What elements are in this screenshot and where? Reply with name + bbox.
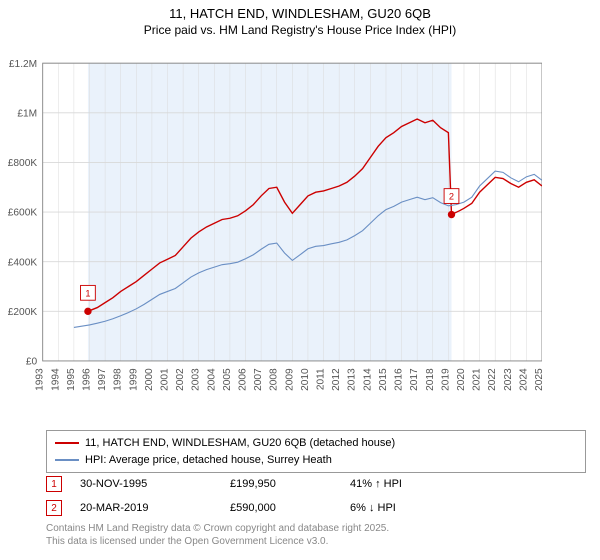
svg-text:1999: 1999: [128, 368, 139, 391]
svg-text:2009: 2009: [284, 368, 295, 391]
svg-text:1996: 1996: [81, 368, 92, 391]
svg-text:2023: 2023: [503, 368, 514, 391]
svg-text:2019: 2019: [440, 368, 451, 391]
svg-text:1995: 1995: [66, 368, 77, 391]
svg-text:1993: 1993: [35, 368, 46, 391]
svg-text:£200K: £200K: [8, 307, 38, 318]
svg-text:2011: 2011: [316, 368, 327, 390]
transaction-marker: 1: [46, 476, 62, 492]
svg-text:2016: 2016: [394, 368, 405, 391]
transaction-price: £199,950: [230, 478, 350, 490]
transaction-row: 1 30-NOV-1995 £199,950 41% ↑ HPI: [46, 472, 586, 496]
svg-text:£400K: £400K: [8, 257, 38, 268]
svg-text:£800K: £800K: [8, 158, 38, 169]
svg-text:2000: 2000: [144, 368, 155, 391]
svg-text:2014: 2014: [362, 368, 373, 391]
svg-text:2001: 2001: [160, 368, 171, 391]
footer-copyright: Contains HM Land Registry data © Crown c…: [46, 522, 389, 535]
svg-text:2024: 2024: [518, 368, 529, 391]
svg-text:£600K: £600K: [8, 208, 38, 219]
svg-text:2015: 2015: [378, 368, 389, 391]
svg-text:2022: 2022: [487, 368, 498, 391]
legend-label-property: 11, HATCH END, WINDLESHAM, GU20 6QB (det…: [85, 435, 395, 452]
svg-text:2007: 2007: [253, 368, 264, 391]
transaction-row: 2 20-MAR-2019 £590,000 6% ↓ HPI: [46, 496, 586, 520]
transaction-date: 30-NOV-1995: [80, 478, 230, 490]
svg-text:2004: 2004: [206, 368, 217, 391]
svg-text:2006: 2006: [238, 368, 249, 391]
footer-licence: This data is licensed under the Open Gov…: [46, 535, 389, 548]
chart-container: 11, HATCH END, WINDLESHAM, GU20 6QB Pric…: [0, 0, 600, 560]
svg-text:2005: 2005: [222, 368, 233, 391]
svg-text:1: 1: [85, 289, 90, 299]
svg-text:2025: 2025: [534, 368, 542, 391]
svg-text:£1M: £1M: [17, 109, 37, 120]
svg-text:1994: 1994: [50, 368, 61, 391]
legend-swatch-property: [55, 442, 79, 444]
legend-label-hpi: HPI: Average price, detached house, Surr…: [85, 452, 332, 469]
chart-title: 11, HATCH END, WINDLESHAM, GU20 6QB: [0, 0, 600, 21]
transaction-delta: 6% ↓ HPI: [350, 502, 470, 514]
legend: 11, HATCH END, WINDLESHAM, GU20 6QB (det…: [46, 430, 586, 473]
legend-row-property: 11, HATCH END, WINDLESHAM, GU20 6QB (det…: [55, 435, 577, 452]
svg-text:£1.2M: £1.2M: [9, 59, 37, 70]
transaction-date: 20-MAR-2019: [80, 502, 230, 514]
svg-text:2020: 2020: [456, 368, 467, 391]
svg-text:£0: £0: [26, 357, 38, 368]
svg-text:2013: 2013: [347, 368, 358, 391]
svg-text:2003: 2003: [191, 368, 202, 391]
footer: Contains HM Land Registry data © Crown c…: [46, 522, 389, 548]
svg-text:2012: 2012: [331, 368, 342, 391]
svg-text:2018: 2018: [425, 368, 436, 391]
legend-row-hpi: HPI: Average price, detached house, Surr…: [55, 452, 577, 469]
svg-text:1998: 1998: [113, 368, 124, 391]
transaction-delta: 41% ↑ HPI: [350, 478, 470, 490]
svg-text:2008: 2008: [269, 368, 280, 391]
svg-text:1997: 1997: [97, 368, 108, 391]
price-chart: £0 £200K £400K £600K £800K £1M £1.2M 1993 1994 19…: [2, 50, 542, 400]
svg-text:2010: 2010: [300, 368, 311, 391]
legend-swatch-hpi: [55, 459, 79, 461]
chart-subtitle: Price paid vs. HM Land Registry's House …: [0, 21, 600, 37]
svg-text:2017: 2017: [409, 368, 420, 391]
svg-text:2: 2: [449, 192, 454, 202]
svg-text:2002: 2002: [175, 368, 186, 391]
transaction-price: £590,000: [230, 502, 350, 514]
svg-text:2021: 2021: [472, 368, 483, 391]
transactions-table: 1 30-NOV-1995 £199,950 41% ↑ HPI 2 20-MA…: [46, 472, 586, 520]
transaction-marker: 2: [46, 500, 62, 516]
